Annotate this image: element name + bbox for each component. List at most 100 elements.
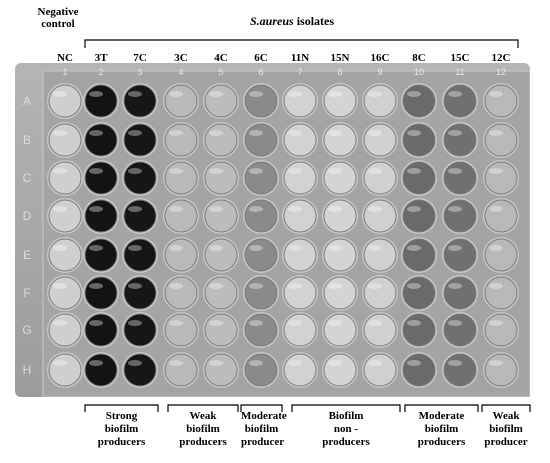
column-label: 8C — [412, 52, 426, 64]
well — [243, 198, 279, 234]
well — [282, 275, 318, 311]
plate-row-letter: E — [23, 248, 31, 262]
group-bracket — [481, 404, 531, 412]
well — [203, 83, 239, 119]
column-label: 7C — [133, 52, 147, 64]
group-bracket — [84, 404, 159, 412]
plate-row-letter: G — [22, 323, 31, 337]
group-bracket — [240, 404, 283, 412]
well — [163, 312, 199, 348]
group-label-line: Moderate — [418, 410, 465, 422]
well — [83, 312, 119, 348]
column-label: 15C — [450, 52, 470, 64]
title-suffix: isolates — [293, 14, 335, 28]
well — [442, 83, 478, 119]
well — [47, 122, 83, 158]
well — [83, 122, 119, 158]
well — [47, 312, 83, 348]
well — [282, 160, 318, 196]
group-label-line: non - — [333, 423, 359, 435]
well — [203, 160, 239, 196]
negative-control-line2: control — [41, 18, 75, 30]
well — [322, 198, 358, 234]
group-label-line: producers — [417, 436, 466, 448]
plate-row-letter: B — [23, 133, 31, 147]
well — [243, 275, 279, 311]
well — [243, 312, 279, 348]
well — [401, 312, 437, 348]
well — [47, 83, 83, 119]
plate-row-letter: H — [23, 363, 32, 377]
plate-column-number: 8 — [337, 67, 342, 77]
well — [47, 198, 83, 234]
plate-column-number: 6 — [258, 67, 263, 77]
group-label-line: biofilm — [104, 423, 139, 435]
column-label: 15N — [330, 52, 350, 64]
group-label-line: producers — [322, 436, 370, 448]
well — [442, 312, 478, 348]
well — [362, 160, 398, 196]
title-species: S.aureus — [250, 14, 294, 28]
well — [401, 160, 437, 196]
negative-control-label: Negative control — [28, 6, 88, 30]
well — [483, 312, 519, 348]
well — [282, 312, 318, 348]
group-label-line: Weak — [189, 410, 217, 422]
plate-column-number: 2 — [98, 67, 103, 77]
well — [362, 83, 398, 119]
plate-column-number: 3 — [137, 67, 142, 77]
microtiter-plate: 1 2 3 4 5 6 7 8 9 10 11 12 A B C D E F G H — [15, 63, 530, 397]
well — [483, 352, 519, 388]
group-bracket — [167, 404, 239, 412]
plate-column-number: 11 — [455, 67, 464, 77]
well — [401, 275, 437, 311]
group-bracket — [404, 404, 479, 412]
well — [122, 237, 158, 273]
well — [483, 275, 519, 311]
well — [47, 352, 83, 388]
column-label: NC — [57, 52, 73, 64]
well — [322, 275, 358, 311]
well — [322, 312, 358, 348]
column-label: 12C — [491, 52, 511, 64]
plate-column-number: 10 — [414, 67, 424, 77]
group-label-line: Moderate — [241, 410, 287, 422]
well — [243, 160, 279, 196]
well — [83, 83, 119, 119]
plate-column-number: 9 — [377, 67, 382, 77]
well — [401, 198, 437, 234]
well — [442, 352, 478, 388]
well — [442, 237, 478, 273]
column-label: 16C — [370, 52, 390, 64]
group-label: Strong biofilm producers — [85, 410, 158, 449]
well — [322, 237, 358, 273]
well — [122, 352, 158, 388]
well — [203, 352, 239, 388]
well — [47, 160, 83, 196]
well — [282, 122, 318, 158]
well — [442, 198, 478, 234]
well — [163, 237, 199, 273]
well — [163, 160, 199, 196]
well — [282, 83, 318, 119]
well — [442, 275, 478, 311]
well — [322, 83, 358, 119]
group-label-line: biofilm — [244, 423, 279, 435]
well — [83, 352, 119, 388]
well — [47, 237, 83, 273]
group-label: Weak biofilm producers — [168, 410, 238, 449]
plate-row-letter: A — [23, 94, 31, 108]
well — [442, 160, 478, 196]
plate-row-letter: F — [23, 286, 30, 300]
group-label-line: producers — [179, 436, 227, 448]
group-label: Biofilm non - producers — [292, 410, 400, 449]
well — [243, 352, 279, 388]
column-label: 3T — [94, 52, 108, 64]
plate-column-number: 5 — [218, 67, 223, 77]
well — [122, 83, 158, 119]
well — [322, 352, 358, 388]
well — [401, 352, 437, 388]
group-label-line: biofilm — [424, 423, 459, 435]
group-label-line: producer — [484, 436, 528, 448]
